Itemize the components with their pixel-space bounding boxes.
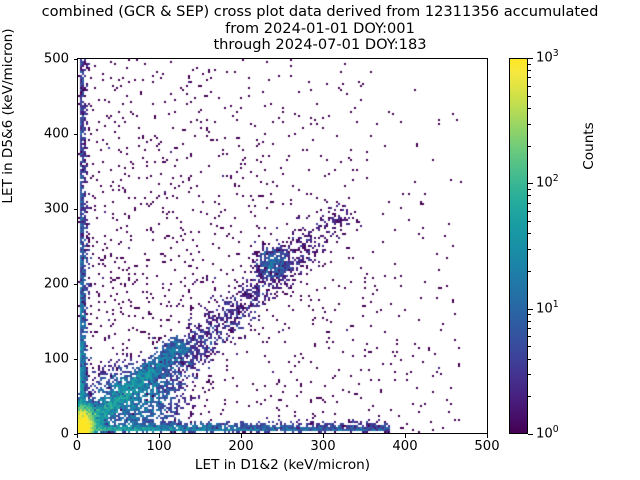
colorbar-tick-label: 100 xyxy=(536,424,559,442)
y-axis-label: LET in D5&6 (keV/micron) xyxy=(0,28,16,204)
x-tick-mark xyxy=(77,434,78,438)
colorbar-minor-tick xyxy=(528,70,531,72)
x-tick-label: 400 xyxy=(392,439,418,454)
colorbar-major-tick xyxy=(528,308,533,310)
colorbar-minor-tick xyxy=(528,248,531,250)
x-tick-label: 300 xyxy=(310,439,336,454)
x-tick-mark xyxy=(405,434,406,438)
plot-axes-area xyxy=(77,58,488,434)
y-tick-mark xyxy=(73,134,77,135)
histogram-data-layer xyxy=(78,59,487,433)
y-tick-mark xyxy=(73,209,77,210)
x-tick-label: 0 xyxy=(72,439,82,454)
colorbar-minor-tick xyxy=(528,346,531,348)
colorbar-minor-tick xyxy=(528,396,531,398)
x-tick-mark xyxy=(159,434,160,438)
x-tick-label: 100 xyxy=(146,439,172,454)
colorbar-major-tick xyxy=(528,183,533,185)
colorbar-minor-tick xyxy=(528,202,531,204)
colorbar-major-tick xyxy=(528,58,533,59)
x-axis-label: LET in D1&2 (keV/micron) xyxy=(194,457,371,473)
x-tick-mark xyxy=(241,434,242,438)
y-tick-mark xyxy=(73,359,77,360)
plot-title-line-1: combined (GCR & SEP) cross plot data der… xyxy=(41,3,599,20)
x-tick-label: 500 xyxy=(474,439,500,454)
x-tick-mark xyxy=(323,434,324,438)
colorbar-minor-tick xyxy=(528,95,531,97)
colorbar-major-tick xyxy=(528,434,533,435)
colorbar-minor-tick xyxy=(528,211,531,213)
colorbar-minor-tick xyxy=(528,328,531,330)
plot-title: combined (GCR & SEP) cross plot data der… xyxy=(0,3,640,54)
colorbar-minor-tick xyxy=(528,107,531,109)
colorbar-minor-tick xyxy=(528,195,531,197)
colorbar-minor-tick xyxy=(528,123,531,125)
colorbar-minor-tick xyxy=(528,358,531,360)
colorbar-minor-tick xyxy=(528,233,531,235)
y-tick-label: 300 xyxy=(43,201,69,217)
y-tick-mark xyxy=(73,284,77,285)
colorbar-label: Counts xyxy=(581,122,597,170)
colorbar-minor-tick xyxy=(528,374,531,376)
y-tick-label: 400 xyxy=(43,126,69,142)
y-tick-label: 500 xyxy=(43,51,69,67)
y-tick-label: 200 xyxy=(43,276,69,292)
colorbar-minor-tick xyxy=(528,221,531,223)
colorbar-minor-tick xyxy=(528,145,531,147)
colorbar-minor-tick xyxy=(528,270,531,272)
x-tick-mark xyxy=(487,434,488,438)
colorbar-minor-tick xyxy=(528,314,531,316)
colorbar-minor-tick xyxy=(528,336,531,338)
y-tick-label: 0 xyxy=(60,426,69,442)
y-tick-mark xyxy=(73,434,77,435)
colorbar-minor-tick xyxy=(528,320,531,322)
colorbar-tick-label: 101 xyxy=(536,298,559,317)
x-tick-label: 200 xyxy=(228,439,254,454)
colorbar-minor-tick xyxy=(528,77,531,79)
colorbar-minor-tick xyxy=(528,189,531,191)
colorbar-tick-label: 103 xyxy=(536,48,559,66)
plot-title-line-3: through 2024-07-01 DOY:183 xyxy=(213,36,427,53)
y-tick-mark xyxy=(73,59,77,60)
colorbar xyxy=(509,58,528,434)
plot-title-line-2: from 2024-01-01 DOY:001 xyxy=(225,19,415,37)
y-tick-label: 100 xyxy=(43,351,69,367)
colorbar-gradient xyxy=(510,59,527,433)
colorbar-tick-label: 102 xyxy=(536,173,559,191)
colorbar-minor-tick xyxy=(528,63,531,65)
colorbar-minor-tick xyxy=(528,85,531,87)
